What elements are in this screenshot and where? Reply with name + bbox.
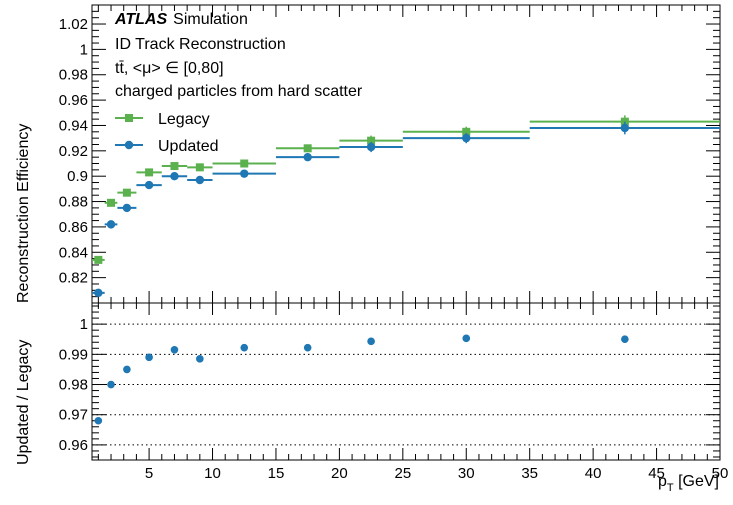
- ratio-point: [240, 343, 249, 352]
- data-point: [366, 142, 376, 152]
- ratio-point: [621, 335, 629, 344]
- x-axis-title-sub: T: [667, 482, 674, 494]
- bottom-y-tick-label: 1: [80, 316, 88, 333]
- ratio-marks: [94, 334, 629, 425]
- x-tick-label: 35: [521, 465, 538, 482]
- axis-ticks: [92, 4, 721, 460]
- top-y-tick-label: 0.88: [59, 194, 88, 211]
- data-point: [303, 152, 312, 162]
- x-tick-label: 30: [458, 465, 475, 482]
- top-y-tick-label: 1: [80, 41, 88, 58]
- data-point: [620, 123, 630, 133]
- bottom-y-tick-label: 0.97: [59, 407, 88, 424]
- legend-item-updated: Updated: [115, 138, 219, 155]
- data-point: [106, 220, 116, 229]
- top-y-tick-label: 0.96: [59, 92, 88, 109]
- x-tick-label: 50: [712, 465, 729, 482]
- x-tick-label: 45: [648, 465, 665, 482]
- data-point: [170, 162, 179, 171]
- x-axis-title-main: p: [658, 473, 667, 490]
- annotation-line2: tt̄, <μ> ∈ [0,80]: [115, 60, 224, 77]
- ratio-point: [303, 343, 312, 352]
- top-y-tick-label: 0.82: [59, 270, 88, 287]
- top-y-tick-label: 0.9: [67, 168, 88, 185]
- ratio-point: [145, 353, 153, 362]
- legend-item-legacy: Legacy: [115, 111, 210, 128]
- ratio-point: [107, 380, 115, 389]
- bottom-y-tick-label: 0.98: [59, 377, 88, 394]
- x-tick-label: 25: [394, 465, 411, 482]
- tick-labels: 5 10 15 20 25 30 35 40 45 50 0.82 0.84 0.86 0.88 0.9 0.…: [59, 16, 729, 482]
- data-point: [144, 180, 154, 190]
- data-point: [367, 136, 376, 145]
- legend-marker-legacy: [125, 114, 133, 122]
- x-axis-title: pT [GeV]: [658, 473, 719, 494]
- x-tick-label: 10: [204, 465, 221, 482]
- data-point: [94, 255, 103, 264]
- top-y-tick-label: 0.92: [59, 143, 88, 160]
- ratio-point: [367, 337, 375, 346]
- top-y-tick-label: 0.94: [59, 117, 88, 134]
- x-axis-title-unit: [GeV]: [674, 473, 719, 490]
- data-point: [94, 288, 103, 298]
- x-tick-label: 40: [585, 465, 602, 482]
- ratio-point: [170, 345, 179, 354]
- bottom-y-tick-label: 0.96: [59, 437, 88, 454]
- bottom-plot-frame: [91, 302, 721, 461]
- top-y-tick-label: 1.02: [59, 16, 88, 33]
- annotation-line1: ID Track Reconstruction: [115, 36, 286, 53]
- top-y-tick-label: 0.84: [59, 244, 88, 261]
- series-legacy: [92, 115, 720, 264]
- ratio-point: [196, 355, 204, 363]
- data-point: [240, 159, 249, 168]
- series-updated: [92, 121, 720, 298]
- data-point: [170, 171, 179, 181]
- atlas-label: ATLAS Simulation: [114, 11, 248, 28]
- data-point: [462, 127, 471, 136]
- data-point: [462, 133, 471, 143]
- bottom-y-tick-label: 0.99: [59, 346, 88, 363]
- x-tick-label: 15: [268, 465, 285, 482]
- data-point: [145, 168, 154, 177]
- bottom-y-axis-title: Updated / Legacy: [15, 340, 32, 465]
- legend: Legacy Updated: [115, 111, 219, 155]
- legend-label-updated: Updated: [158, 138, 219, 155]
- data-point: [122, 188, 131, 197]
- x-tick-label: 5: [145, 465, 153, 482]
- top-y-tick-label: 0.98: [59, 67, 88, 84]
- top-y-axis-title: Reconstruction Efficiency: [15, 124, 32, 303]
- ratio-point: [123, 365, 131, 374]
- data-point: [195, 175, 205, 185]
- annotation-line3: charged particles from hard scatter: [115, 83, 363, 100]
- top-series-marks: [92, 115, 720, 298]
- legend-label-legacy: Legacy: [158, 111, 210, 128]
- data-point: [303, 144, 312, 153]
- data-point: [122, 203, 132, 213]
- ratio-point: [94, 416, 103, 425]
- data-point: [240, 169, 249, 178]
- atlas-simulation: Simulation: [173, 11, 248, 28]
- atlas-experiment: ATLAS: [114, 11, 167, 28]
- data-point: [107, 198, 116, 207]
- bottom-gridlines: [92, 323, 720, 446]
- data-point: [195, 163, 204, 172]
- ratio-point: [462, 334, 471, 343]
- x-tick-label: 20: [331, 465, 348, 482]
- top-y-tick-label: 0.86: [59, 219, 88, 236]
- legend-marker-updated: [124, 140, 134, 150]
